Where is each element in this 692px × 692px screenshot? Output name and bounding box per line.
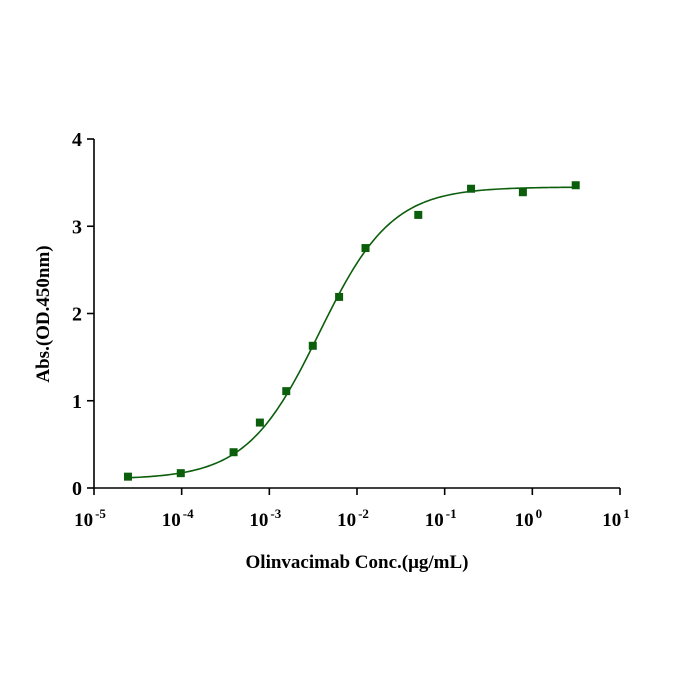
fit-curve [127,186,576,479]
data-point [467,184,476,193]
data-point [176,469,185,478]
data-point [335,292,344,301]
x-tick-label: 10 -3 [249,506,281,531]
data-point [308,341,317,350]
data-point [255,418,264,427]
y-axis-label: Abs.(OD.450nm) [33,245,54,382]
x-tick-label: 10 -1 [425,506,457,531]
y-tick-label: 1 [72,391,82,413]
data-point [361,244,370,253]
y-tick-label: 2 [72,304,82,326]
tick-labels: 0 1 2 3 4 10 -5 10 -4 10 -3 10 -2 10 -1 10 0 10 1 [72,129,630,531]
x-tick-label: 10 0 [515,506,543,531]
axes [87,138,621,495]
data-points [123,181,580,481]
x-axis-label: Olinvacimab Conc.(μg/mL) [246,552,469,573]
x-tick-label: 10 -5 [74,506,106,531]
data-point [571,181,580,190]
data-point [518,188,527,197]
y-tick-label: 4 [72,129,82,151]
y-tick-label: 3 [72,216,82,238]
data-point [229,448,238,457]
data-point [123,472,132,481]
x-tick-label: 10 1 [602,506,630,531]
data-point [282,387,291,396]
y-tick-label: 0 [72,478,82,500]
data-point [414,210,423,219]
x-tick-label: 10 -4 [162,506,194,531]
x-tick-label: 10 -2 [337,506,369,531]
